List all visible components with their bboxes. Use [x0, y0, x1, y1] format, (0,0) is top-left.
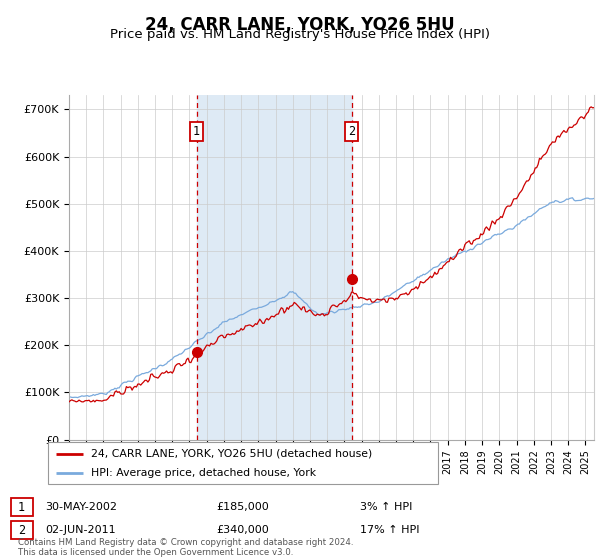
Bar: [197, 95, 352, 440]
Text: 24, CARR LANE, YORK, YO26 5HU (detached house): 24, CARR LANE, YORK, YO26 5HU (detached …: [91, 449, 372, 459]
Text: 2: 2: [348, 125, 355, 138]
Text: 30-MAY-2002: 30-MAY-2002: [45, 502, 117, 512]
Text: £340,000: £340,000: [216, 525, 269, 535]
Text: 1: 1: [193, 125, 200, 138]
Text: 02-JUN-2011: 02-JUN-2011: [45, 525, 116, 535]
Text: £185,000: £185,000: [216, 502, 269, 512]
Text: Contains HM Land Registry data © Crown copyright and database right 2024.
This d: Contains HM Land Registry data © Crown c…: [18, 538, 353, 557]
Text: 24, CARR LANE, YORK, YO26 5HU: 24, CARR LANE, YORK, YO26 5HU: [145, 16, 455, 34]
Text: HPI: Average price, detached house, York: HPI: Average price, detached house, York: [91, 468, 316, 478]
Text: 1: 1: [18, 501, 25, 514]
FancyBboxPatch shape: [48, 442, 438, 484]
Text: 3% ↑ HPI: 3% ↑ HPI: [360, 502, 412, 512]
Text: 17% ↑ HPI: 17% ↑ HPI: [360, 525, 419, 535]
Text: 2: 2: [18, 524, 25, 537]
Text: Price paid vs. HM Land Registry's House Price Index (HPI): Price paid vs. HM Land Registry's House …: [110, 28, 490, 41]
